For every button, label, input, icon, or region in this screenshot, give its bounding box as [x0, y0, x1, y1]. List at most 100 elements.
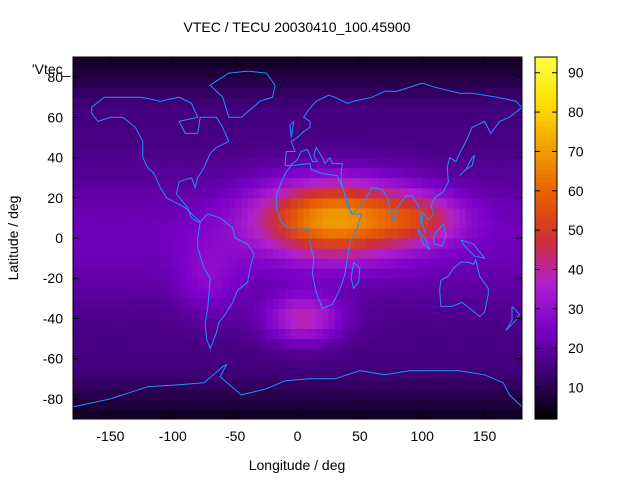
- heat-cell: [378, 77, 386, 88]
- heat-cell: [341, 358, 348, 370]
- colorbar: [534, 56, 558, 420]
- colorbar-tick-label: 30: [568, 301, 584, 317]
- heat-cell: [409, 167, 417, 179]
- heat-cell: [316, 258, 324, 269]
- heat-cell: [172, 157, 180, 169]
- heat-cell: [272, 187, 280, 199]
- heat-cell: [403, 187, 411, 199]
- heat-cell: [353, 177, 361, 189]
- heat-cell: [515, 57, 522, 68]
- heat-cell: [210, 167, 218, 179]
- colorbar-segment: [535, 209, 557, 215]
- heat-cell: [253, 217, 261, 229]
- heat-cell: [216, 137, 224, 149]
- heat-cell: [353, 87, 361, 98]
- heat-cell: [440, 187, 448, 199]
- heat-cell: [478, 378, 486, 390]
- heat-cell: [91, 97, 99, 108]
- heat-cell: [465, 278, 473, 289]
- heat-cell: [403, 248, 411, 259]
- heat-cell: [378, 197, 386, 209]
- heat-cell: [384, 57, 392, 68]
- heat-cell: [104, 278, 112, 289]
- heat-cell: [334, 308, 342, 320]
- heat-cell: [490, 177, 498, 189]
- heat-cell: [253, 97, 261, 108]
- heat-cell: [440, 328, 448, 340]
- colorbar-segment: [535, 246, 557, 251]
- heat-cell: [309, 368, 317, 380]
- heat-cell: [303, 398, 311, 410]
- heat-cell: [272, 308, 280, 320]
- heat-cell: [85, 288, 93, 299]
- heat-cell: [397, 167, 405, 179]
- heat-cell: [309, 77, 317, 88]
- heat-cell: [384, 298, 392, 309]
- heat-cell: [154, 338, 161, 350]
- heat-cell: [415, 77, 423, 88]
- heat-cell: [210, 117, 218, 128]
- heat-cell: [409, 358, 417, 370]
- heat-cell: [116, 227, 124, 239]
- heat-cell: [228, 117, 236, 128]
- heat-cell: [372, 338, 380, 350]
- heat-cell: [228, 378, 236, 390]
- heat-cell: [241, 298, 249, 309]
- heat-cell: [459, 348, 467, 360]
- heat-cell: [409, 298, 417, 309]
- heat-cell: [309, 288, 317, 299]
- heat-cell: [110, 268, 118, 279]
- heat-cell: [122, 227, 130, 239]
- heat-cell: [403, 217, 411, 229]
- heat-cell: [266, 77, 274, 88]
- heat-cell: [303, 147, 311, 159]
- heat-cell: [247, 97, 255, 108]
- heat-cell: [322, 258, 330, 269]
- heat-cell: [79, 258, 87, 269]
- heat-cell: [422, 318, 430, 330]
- heat-cell: [210, 67, 218, 78]
- heat-cell: [79, 197, 87, 209]
- heat-cell: [166, 278, 174, 289]
- heat-cell: [422, 167, 430, 179]
- heat-cell: [160, 378, 168, 390]
- heat-cell: [228, 248, 236, 259]
- heat-cell: [322, 137, 330, 149]
- y-tick-label: -60: [43, 351, 63, 367]
- heat-cell: [303, 268, 311, 279]
- heat-cell: [372, 398, 380, 410]
- heat-cell: [465, 388, 473, 400]
- heat-cell: [453, 127, 461, 139]
- heat-cell: [322, 378, 330, 390]
- heat-cell: [297, 298, 305, 309]
- heat-cell: [347, 238, 355, 249]
- heat-cell: [503, 127, 511, 139]
- colorbar-segment: [535, 61, 557, 66]
- heat-cell: [384, 137, 392, 149]
- heat-cell: [409, 127, 417, 139]
- heat-cell: [266, 368, 274, 380]
- heat-cell: [160, 127, 168, 139]
- heat-cell: [235, 368, 242, 380]
- heat-cell: [509, 238, 517, 249]
- heat-cell: [104, 298, 112, 309]
- heat-cell: [135, 298, 143, 309]
- heat-cell: [122, 187, 130, 199]
- heat-cell: [241, 338, 249, 350]
- heat-cell: [503, 258, 511, 269]
- heat-cell: [79, 57, 87, 68]
- heat-cell: [179, 197, 186, 209]
- heat-cell: [328, 308, 336, 320]
- heat-cell: [397, 217, 405, 229]
- heat-cell: [166, 328, 174, 340]
- heat-cell: [110, 87, 118, 98]
- heat-cell: [185, 67, 193, 78]
- heat-cell: [116, 157, 124, 169]
- heat-cell: [104, 97, 112, 108]
- heat-cell: [97, 268, 105, 279]
- heat-cell: [247, 127, 255, 139]
- heat-cell: [490, 298, 498, 309]
- heat-cell: [359, 268, 367, 279]
- heat-cell: [434, 127, 442, 139]
- heat-cell: [415, 278, 423, 289]
